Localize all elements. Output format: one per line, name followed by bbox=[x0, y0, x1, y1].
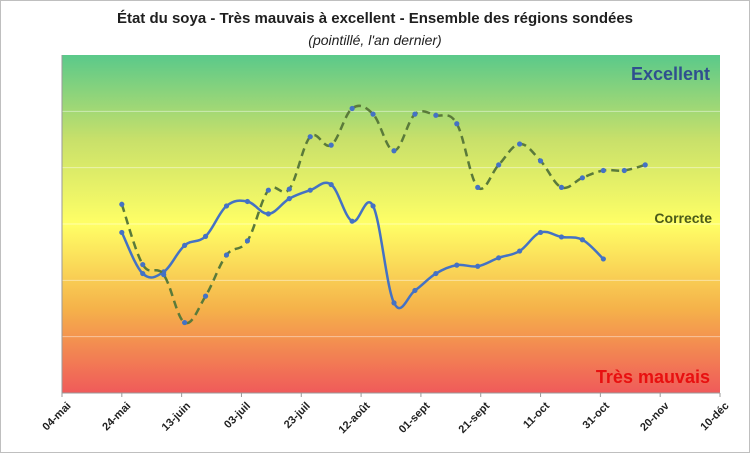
data-point bbox=[579, 175, 586, 181]
data-point bbox=[517, 141, 523, 147]
x-tick-label: 21-sept bbox=[457, 400, 493, 436]
annotation-tres-mauvais: Très mauvais bbox=[596, 367, 710, 387]
data-point bbox=[223, 252, 230, 258]
x-tick-label: 04-mai bbox=[40, 400, 73, 433]
data-point bbox=[391, 300, 397, 306]
data-point bbox=[433, 112, 439, 118]
data-point bbox=[307, 134, 313, 140]
data-point bbox=[412, 111, 418, 117]
data-point bbox=[475, 263, 481, 269]
data-point bbox=[454, 121, 460, 127]
data-point bbox=[349, 218, 355, 224]
x-tick-label: 10-déc bbox=[698, 400, 731, 433]
data-point bbox=[265, 211, 271, 217]
x-tick-label: 01-sept bbox=[397, 400, 433, 436]
annotation-correcte: Correcte bbox=[654, 210, 712, 226]
data-point bbox=[202, 293, 209, 299]
data-point bbox=[558, 234, 565, 240]
data-point bbox=[454, 262, 460, 268]
data-point bbox=[119, 229, 125, 236]
data-point bbox=[244, 238, 251, 244]
chart-subtitle: (pointillé, l'an dernier) bbox=[308, 32, 442, 48]
data-point bbox=[496, 162, 502, 168]
data-point bbox=[349, 105, 355, 112]
x-tick-label: 12-août bbox=[337, 400, 373, 436]
data-point bbox=[642, 162, 648, 168]
data-point bbox=[140, 261, 146, 268]
data-point bbox=[202, 233, 209, 239]
data-point bbox=[161, 272, 167, 278]
data-point bbox=[182, 319, 188, 326]
data-point bbox=[475, 184, 481, 190]
chart-title: État du soya - Très mauvais à excellent … bbox=[116, 10, 634, 27]
data-point bbox=[621, 167, 627, 174]
data-point bbox=[119, 201, 125, 207]
data-point bbox=[537, 158, 544, 164]
data-point bbox=[433, 270, 439, 277]
data-point bbox=[412, 287, 418, 294]
x-tick-label: 03-juil bbox=[222, 400, 253, 431]
data-point bbox=[370, 203, 376, 209]
series-line-dashed bbox=[120, 104, 646, 325]
x-tick-label: 13-juin bbox=[160, 400, 194, 434]
data-point bbox=[600, 256, 606, 262]
data-point bbox=[496, 255, 502, 261]
data-point bbox=[600, 167, 606, 174]
x-tick-label: 11-oct bbox=[521, 400, 552, 431]
data-point bbox=[286, 186, 292, 192]
x-tick-label: 24-mai bbox=[100, 400, 133, 433]
data-point bbox=[517, 248, 523, 254]
plot-background bbox=[62, 55, 720, 393]
x-tick-label: 23-juil bbox=[282, 400, 313, 431]
annotation-excellent: Excellent bbox=[631, 64, 710, 84]
data-point bbox=[370, 111, 376, 117]
data-point bbox=[328, 142, 334, 148]
data-point bbox=[328, 181, 334, 188]
data-point bbox=[579, 237, 586, 243]
data-point bbox=[307, 187, 313, 193]
data-point bbox=[244, 198, 251, 205]
data-point bbox=[558, 184, 565, 190]
data-point bbox=[265, 187, 271, 193]
data-point bbox=[391, 148, 397, 154]
x-tick-label: 20-nov bbox=[638, 399, 672, 433]
data-point bbox=[286, 196, 292, 202]
data-point bbox=[140, 270, 146, 277]
data-point bbox=[223, 203, 230, 209]
x-tick-label: 31-oct bbox=[581, 400, 613, 432]
data-point bbox=[182, 242, 188, 249]
data-point bbox=[537, 229, 544, 236]
